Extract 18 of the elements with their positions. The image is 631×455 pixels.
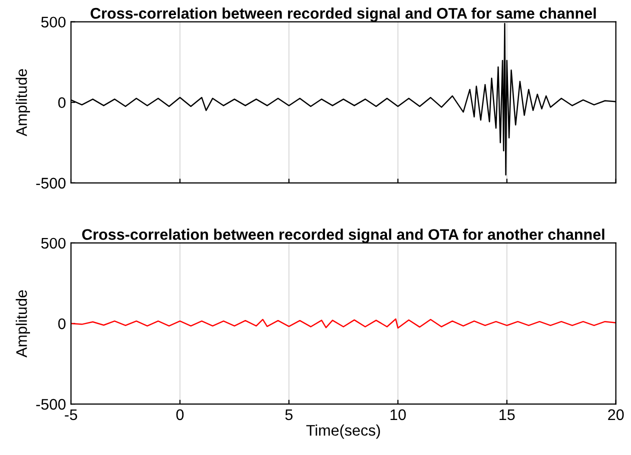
y-tick-label: 500 xyxy=(41,16,66,28)
y-tick-label: 0 xyxy=(58,318,66,330)
y-axis-title: Amplitude xyxy=(16,290,30,358)
x-tick-label: 0 xyxy=(176,409,184,420)
x-tick-label: 20 xyxy=(608,409,624,420)
chart-title: Cross-correlation between recorded signal and OTA for another channel xyxy=(82,228,604,243)
x-tick-label: 10 xyxy=(390,409,406,420)
y-axis-title: Amplitude xyxy=(16,69,30,136)
x-tick-label: 5 xyxy=(285,409,293,420)
y-tick-label: -500 xyxy=(36,178,66,189)
line-series xyxy=(70,318,616,329)
x-tick-label: 15 xyxy=(500,409,515,420)
x-axis-title: Time(secs) xyxy=(306,424,380,439)
x-tick-label: -5 xyxy=(64,409,78,420)
y-tick-label: -500 xyxy=(36,398,66,410)
y-tick-label: 0 xyxy=(58,97,66,108)
chart-title: Cross-correlation between recorded signal and OTA for same channel xyxy=(90,8,596,22)
y-tick-label: 500 xyxy=(41,238,66,249)
